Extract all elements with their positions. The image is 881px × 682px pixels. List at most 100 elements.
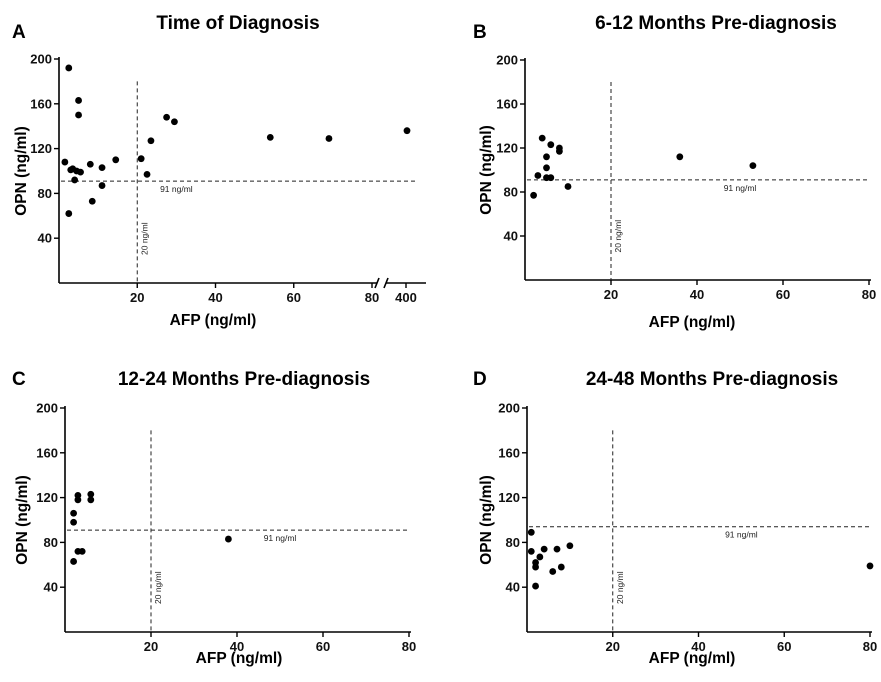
y-tick-label: 120 (496, 141, 518, 156)
data-point (75, 97, 82, 104)
data-point (87, 490, 95, 498)
data-point (88, 197, 96, 205)
data-point (527, 547, 535, 555)
data-point (532, 582, 539, 590)
data-point (225, 535, 232, 543)
y-tick-label: 40 (504, 229, 518, 244)
data-point (70, 518, 77, 526)
data-point (564, 183, 572, 190)
data-point (566, 542, 574, 550)
data-point (866, 562, 874, 570)
x-tick-label: 80 (862, 287, 876, 302)
y-tick-label: 160 (498, 445, 520, 460)
data-point (147, 137, 155, 145)
data-point (70, 558, 77, 565)
data-point (143, 170, 151, 178)
x-tick-label: 80 (365, 290, 379, 305)
cutoff-label-opn: 91 ng/ml (725, 530, 758, 540)
y-tick-label: 40 (44, 580, 58, 595)
cutoff-label-afp: 20 ng/ml (153, 571, 163, 604)
panel-letter: B (473, 22, 487, 43)
x-tick-label: 20 (606, 639, 620, 654)
y-tick-label: 80 (44, 535, 58, 550)
x-tick-label: 60 (776, 287, 790, 302)
x-tick-label: 40 (208, 290, 222, 305)
x-tick-label: 80 (863, 639, 877, 654)
y-tick-label: 160 (36, 445, 58, 460)
data-point (71, 176, 79, 184)
data-point (65, 210, 73, 217)
chart-title: 6-12 Months Pre-diagnosis (595, 13, 837, 34)
x-tick-label: 60 (287, 290, 301, 305)
y-tick-label: 80 (38, 186, 52, 201)
y-axis-title: OPN (ng/ml) (13, 126, 30, 216)
data-point (98, 182, 106, 189)
cutoff-label-opn: 91 ng/ml (724, 183, 757, 193)
data-point (547, 141, 555, 149)
data-point (61, 158, 69, 166)
x-tick-label: 40 (690, 287, 704, 302)
panel-d: D 24-48 Months Pre-diagnosis 40 80 120 160 200… (473, 369, 877, 667)
panel-letter: A (12, 22, 26, 43)
data-point (532, 563, 539, 571)
data-point (266, 134, 274, 141)
data-point (87, 496, 95, 504)
chart-title: Time of Diagnosis (156, 13, 319, 34)
y-tick-label: 40 (38, 231, 52, 246)
x-axis-title: AFP (ng/ml) (649, 650, 736, 667)
data-point (527, 528, 535, 536)
cutoff-label-opn: 91 ng/ml (160, 184, 193, 194)
y-tick-label: 40 (506, 580, 520, 595)
data-point (137, 155, 145, 163)
data-point (536, 553, 544, 561)
y-tick-label: 120 (30, 141, 52, 156)
data-point (75, 111, 82, 119)
data-point (77, 168, 84, 176)
data-point (112, 156, 120, 164)
x-tick-label: 40 (691, 639, 705, 654)
x-tick-label: 60 (777, 639, 791, 654)
cutoff-label-afp: 20 ng/ml (613, 220, 623, 253)
x-tick-label: 20 (130, 290, 144, 305)
data-point (543, 164, 550, 172)
y-tick-label: 80 (504, 185, 518, 200)
x-tick-label: 400 (395, 290, 417, 305)
x-tick-label: 60 (316, 639, 330, 654)
y-tick-label: 200 (36, 401, 58, 416)
chart-title: 12-24 Months Pre-diagnosis (118, 369, 370, 390)
y-tick-label: 80 (506, 535, 520, 550)
data-point (530, 191, 537, 199)
data-point (163, 113, 170, 121)
cutoff-label-opn: 91 ng/ml (264, 533, 297, 543)
y-tick-label: 120 (498, 490, 520, 505)
chart-title: 24-48 Months Pre-diagnosis (586, 369, 838, 390)
data-point (70, 509, 77, 517)
y-axis-title: OPN (ng/ml) (478, 125, 495, 215)
y-tick-label: 160 (30, 96, 52, 111)
y-tick-label: 200 (30, 52, 52, 67)
panel-b: B 6-12 Months Pre-diagnosis 40 80 120 160 200 2… (473, 13, 876, 331)
data-point (549, 568, 557, 575)
panel-c: C 12-24 Months Pre-diagnosis 40 80 120 160 200… (12, 369, 416, 667)
data-point (171, 118, 178, 126)
y-tick-label: 160 (496, 97, 518, 112)
data-point (403, 127, 411, 135)
panel-a: A Time of Diagnosis 400 40 80 120 160 200 20 40 60… (12, 13, 426, 329)
cutoff-label-afp: 20 ng/ml (615, 571, 625, 604)
cutoff-label-afp: 20 ng/ml (139, 222, 149, 255)
data-point (65, 64, 73, 72)
panel-letter: D (473, 369, 487, 390)
data-point (553, 545, 561, 553)
data-point (749, 162, 757, 170)
data-point (538, 134, 546, 142)
x-tick-label: 20 (604, 287, 618, 302)
data-point (676, 153, 684, 161)
y-axis-title: OPN (ng/ml) (14, 475, 31, 565)
data-point (557, 563, 565, 571)
panel-letter: C (12, 369, 26, 390)
axis-break-mark (374, 277, 380, 289)
x-axis-title: AFP (ng/ml) (170, 312, 257, 329)
data-point (98, 164, 106, 172)
